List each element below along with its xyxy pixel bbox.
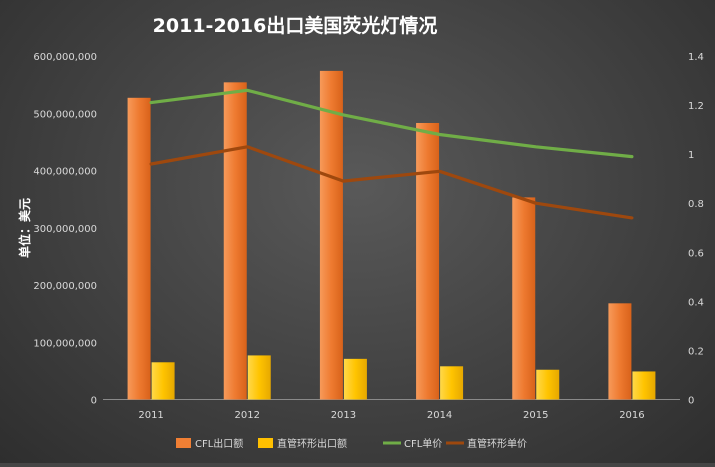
legend: CFL出口额 直管环形出口额 CFL单价 直管环形单价 bbox=[176, 437, 527, 450]
legend-label: CFL单价 bbox=[404, 438, 442, 450]
y-axis-label: 单位：美元 bbox=[17, 198, 32, 258]
x-tick-label: 2011 bbox=[138, 410, 163, 421]
bar-cfl-export bbox=[608, 303, 632, 400]
y-axis-ticks: 0 100,000,000 200,000,000 300,000,000 400,00… bbox=[33, 52, 97, 407]
bar-tube-export bbox=[440, 366, 464, 400]
y-tick-label: 600,000,000 bbox=[33, 52, 97, 63]
line-series-group bbox=[149, 88, 634, 220]
x-tick-label: 2015 bbox=[523, 410, 548, 421]
x-tick-label: 2012 bbox=[235, 410, 260, 421]
bar-tube-export bbox=[247, 355, 271, 400]
legend-label: 直管环形出口额 bbox=[277, 437, 347, 450]
y2-tick-label: 0.6 bbox=[688, 248, 704, 259]
x-axis-ticks: 2011 2012 2013 2014 2015 2016 bbox=[138, 410, 644, 421]
bar-tube-export bbox=[151, 362, 175, 400]
y-tick-label: 100,000,000 bbox=[33, 338, 97, 349]
x-tick-label: 2013 bbox=[331, 410, 356, 421]
y-tick-label: 300,000,000 bbox=[33, 224, 97, 235]
chart-title: 2011-2016出口美国荧光灯情况 bbox=[153, 14, 438, 37]
bar-series-group bbox=[127, 70, 656, 400]
x-tick-label: 2014 bbox=[427, 410, 452, 421]
y2-axis-ticks: 0 0.2 0.4 0.6 0.8 1 1.2 1.4 bbox=[688, 52, 704, 407]
legend-label: CFL出口额 bbox=[195, 437, 243, 450]
bar-cfl-export bbox=[319, 70, 343, 400]
y2-tick-label: 0.2 bbox=[688, 346, 704, 357]
legend-label: 直管环形单价 bbox=[467, 437, 527, 450]
bar-cfl-export bbox=[512, 197, 536, 400]
bar-tube-export bbox=[343, 358, 367, 400]
y-tick-label: 400,000,000 bbox=[33, 167, 97, 178]
bar-cfl-export bbox=[416, 122, 440, 400]
legend-swatch-bar bbox=[176, 438, 191, 448]
bar-tube-export bbox=[632, 371, 656, 400]
legend-swatch-bar bbox=[258, 438, 273, 448]
x-tick-label: 2016 bbox=[619, 410, 644, 421]
line-tube-unit-price bbox=[149, 145, 634, 220]
line-cfl-unit-price bbox=[149, 88, 634, 159]
y-tick-label: 500,000,000 bbox=[33, 109, 97, 120]
bar-cfl-export bbox=[223, 82, 247, 400]
y2-tick-label: 0.4 bbox=[688, 297, 704, 308]
y2-tick-label: 1.2 bbox=[688, 101, 704, 112]
y2-tick-label: 0 bbox=[688, 396, 694, 407]
bar-cfl-export bbox=[127, 97, 151, 400]
y-tick-label: 200,000,000 bbox=[33, 281, 97, 292]
y2-tick-label: 0.8 bbox=[688, 199, 704, 210]
y2-tick-label: 1.4 bbox=[688, 52, 704, 63]
bar-tube-export bbox=[536, 369, 560, 400]
y-tick-label: 0 bbox=[91, 396, 97, 407]
y2-tick-label: 1 bbox=[688, 150, 694, 161]
